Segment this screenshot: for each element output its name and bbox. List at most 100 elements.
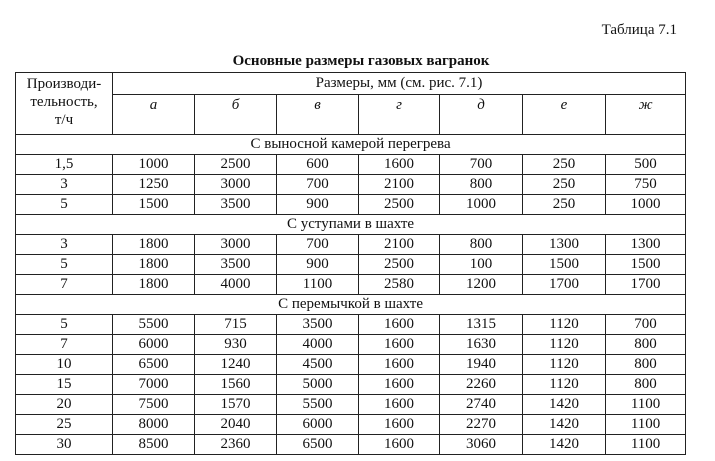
dimension-cell: 1940 — [439, 354, 523, 375]
dimension-cell: 1700 — [604, 274, 687, 295]
dimension-cell: 1315 — [439, 314, 523, 335]
productivity-cell: 3 — [15, 234, 113, 255]
productivity-cell: 3 — [15, 174, 113, 195]
header-line: т/ч — [54, 112, 74, 128]
productivity-cell: 25 — [15, 414, 113, 435]
dimension-cell: 1600 — [358, 154, 440, 175]
dimension-cell: 4000 — [276, 334, 359, 355]
table-row: 10 6500 1240 4500 1600 1940 1120 800 — [15, 354, 687, 375]
dimension-cell: 1600 — [358, 314, 440, 335]
dimension-cell: 2100 — [358, 174, 440, 195]
productivity-header: Производи- тельность, т/ч — [15, 72, 113, 135]
dimension-cell: 6500 — [276, 434, 359, 455]
dimension-cell: 3500 — [276, 314, 359, 335]
productivity-cell: 5 — [15, 314, 113, 335]
dimension-cell: 700 — [604, 314, 687, 335]
dimension-cell: 1420 — [522, 434, 606, 455]
dimension-cell: 700 — [276, 234, 359, 255]
dimension-cell: 1000 — [112, 154, 195, 175]
dimension-cell: 6500 — [112, 354, 195, 375]
dimension-cell: 2100 — [358, 234, 440, 255]
productivity-cell: 7 — [15, 274, 113, 295]
table-row: 5 1800 3500 900 2500 100 1500 1500 — [15, 254, 687, 275]
dimension-cell: 7500 — [112, 394, 195, 415]
dimension-cell: 1200 — [439, 274, 523, 295]
table-row: 20 7500 1570 5500 1600 2740 1420 1100 — [15, 394, 687, 415]
dimension-cell: 700 — [276, 174, 359, 195]
table-row: 5 5500 715 3500 1600 1315 1120 700 — [15, 314, 687, 335]
dimension-cell: 3500 — [194, 194, 277, 215]
dimension-cell: 2260 — [439, 374, 523, 395]
dimension-cell: 5500 — [276, 394, 359, 415]
dimension-cell: 100 — [439, 254, 523, 275]
table-row: 1,5 1000 2500 600 1600 700 250 500 — [15, 154, 687, 175]
dimension-cell: 1600 — [358, 414, 440, 435]
section-header-row: С перемычкой в шахте — [14, 294, 687, 315]
dimension-cell: 3000 — [194, 234, 277, 255]
dimension-cell: 900 — [276, 194, 359, 215]
dimension-cell: 1000 — [604, 194, 687, 215]
dimension-cell: 3500 — [194, 254, 277, 275]
section-header-row: С выносной камерой перегрева — [14, 134, 687, 155]
dimension-cell: 4500 — [276, 354, 359, 375]
dimension-cell: 1120 — [522, 334, 606, 355]
dimension-cell: 500 — [604, 154, 687, 175]
dimension-cell: 930 — [194, 334, 277, 355]
dimension-cell: 1600 — [358, 374, 440, 395]
dimension-cell: 1120 — [522, 354, 606, 375]
section-header-row: С уступами в шахте — [14, 214, 687, 235]
dimension-cell: 1600 — [358, 394, 440, 415]
productivity-cell: 20 — [15, 394, 113, 415]
table-row: 7 1800 4000 1100 2580 1200 1700 1700 — [15, 274, 687, 295]
section-title: С уступами в шахте — [14, 214, 687, 235]
dimension-cell: 1800 — [112, 274, 195, 295]
table-title: Основные размеры газовых вагранок — [232, 53, 490, 69]
header-line: тельность, — [30, 94, 98, 110]
section-title: С перемычкой в шахте — [14, 294, 687, 315]
dimension-cell: 600 — [276, 154, 359, 175]
dimension-cell: 1300 — [522, 234, 606, 255]
dimension-cell: 750 — [604, 174, 687, 195]
dimension-cell: 1300 — [604, 234, 687, 255]
dimension-cell: 1250 — [112, 174, 195, 195]
dimension-cell: 2270 — [439, 414, 523, 435]
dimension-cell: 1000 — [439, 194, 523, 215]
dimension-cell: 1120 — [522, 374, 606, 395]
dimension-cell: 7000 — [112, 374, 195, 395]
productivity-cell: 5 — [15, 194, 113, 215]
column-header-2: в — [276, 94, 359, 135]
dimension-cell: 800 — [439, 174, 523, 195]
dimensions-group-header: Размеры, мм (см. рис. 7.1) — [111, 72, 687, 95]
dimension-cell: 2580 — [358, 274, 440, 295]
dimension-cell: 2500 — [358, 254, 440, 275]
dimension-cell: 5500 — [112, 314, 195, 335]
dimension-cell: 1420 — [522, 394, 606, 415]
table-row: 30 8500 2360 6500 1600 3060 1420 1100 — [15, 434, 687, 455]
dimension-cell: 900 — [276, 254, 359, 275]
dimension-cell: 1800 — [112, 234, 195, 255]
dimension-cell: 1500 — [112, 194, 195, 215]
dimension-cell: 3060 — [439, 434, 523, 455]
dimension-cell: 1100 — [604, 414, 687, 435]
dimension-cell: 1100 — [276, 274, 359, 295]
column-header-3: г — [358, 94, 440, 135]
dimension-cell: 1100 — [604, 394, 687, 415]
table-row: 3 1800 3000 700 2100 800 1300 1300 — [15, 234, 687, 255]
dimension-cell: 800 — [604, 354, 687, 375]
dimension-cell: 2360 — [194, 434, 277, 455]
dimension-cell: 1600 — [358, 334, 440, 355]
table-row: 15 7000 1560 5000 1600 2260 1120 800 — [15, 374, 687, 395]
dimension-cell: 6000 — [276, 414, 359, 435]
dimension-cell: 8500 — [112, 434, 195, 455]
dimension-cell: 700 — [439, 154, 523, 175]
table-row: 5 1500 3500 900 2500 1000 250 1000 — [15, 194, 687, 215]
table-row: 7 6000 930 4000 1600 1630 1120 800 — [15, 334, 687, 355]
dimension-cell: 2740 — [439, 394, 523, 415]
dimension-cell: 1630 — [439, 334, 523, 355]
dimension-cell: 5000 — [276, 374, 359, 395]
table-row: 25 8000 2040 6000 1600 2270 1420 1100 — [15, 414, 687, 435]
column-header-1: б — [194, 94, 277, 135]
dimension-cell: 1700 — [522, 274, 606, 295]
dimension-cell: 250 — [522, 194, 606, 215]
dimensions-table: Производи- тельность, т/ч Размеры, мм (с… — [14, 72, 687, 455]
